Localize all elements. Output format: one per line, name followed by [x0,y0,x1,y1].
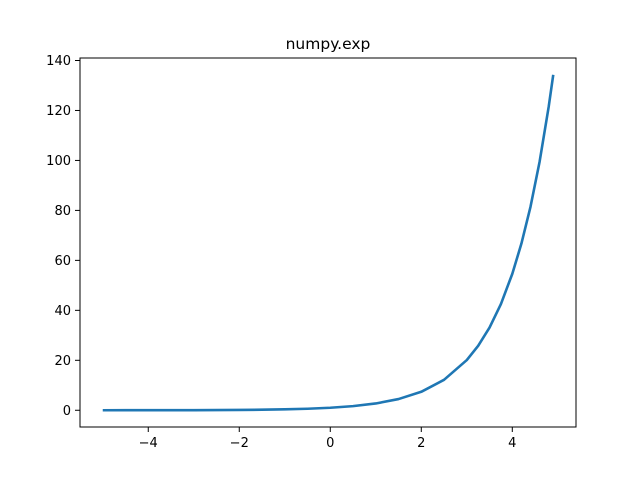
x-tick-label: 4 [508,436,516,451]
y-tick-label: 20 [54,354,71,369]
axes-spines [79,57,577,428]
x-tick-label: 0 [326,436,334,451]
plot-area [102,74,555,412]
y-tick-label: 0 [63,404,71,419]
axes-frame [79,57,577,428]
chart-title: numpy.exp [286,35,371,53]
x-axis: −4 −2 0 2 4 [139,427,516,451]
x-tick-label: −2 [230,436,249,451]
y-tick-label: 80 [54,204,71,219]
y-axis: 0 20 40 60 80 100 120 140 [46,54,80,419]
series-line-0 [102,74,555,412]
y-tick-label: 140 [46,54,71,69]
y-tick-label: 60 [54,254,71,269]
y-tick-label: 100 [46,154,71,169]
x-tick-label: −4 [139,436,158,451]
x-tick-label: 2 [417,436,425,451]
y-tick-label: 40 [54,304,71,319]
y-tick-label: 120 [46,104,71,119]
